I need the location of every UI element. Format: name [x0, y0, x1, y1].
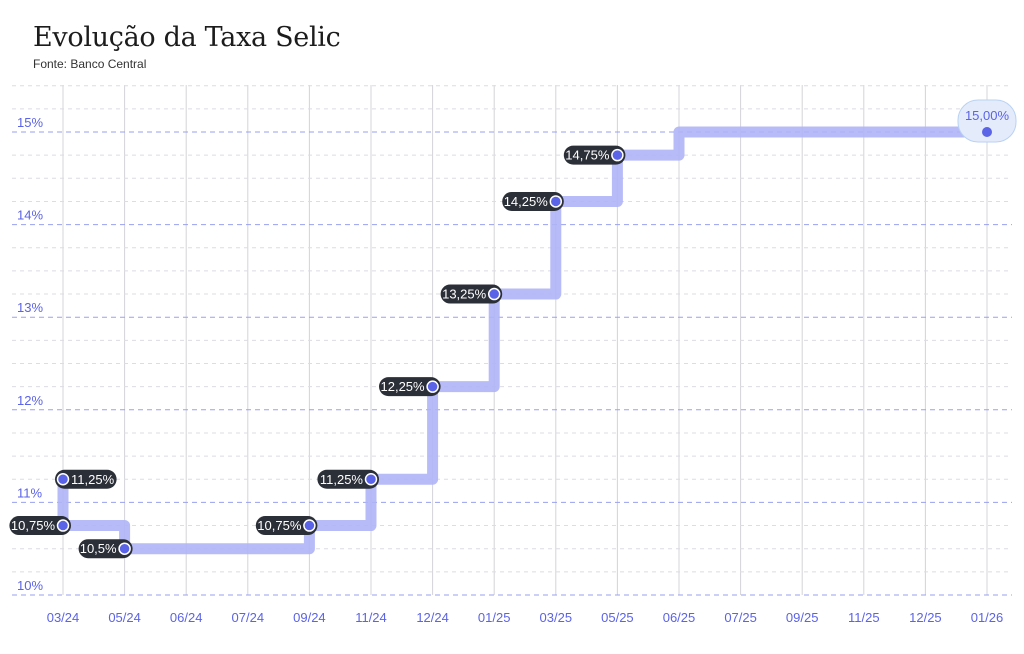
data-label: 11,25%: [71, 472, 115, 487]
data-label: 15,00%: [965, 108, 1010, 123]
x-tick-label: 12/25: [909, 610, 942, 625]
y-tick-label: 11%: [17, 485, 42, 500]
x-tick-label: 09/24: [293, 610, 326, 625]
data-point: [364, 473, 378, 486]
x-tick-label: 07/24: [232, 610, 265, 625]
data-point: [118, 542, 131, 555]
data-point: [982, 127, 992, 137]
data-point: [56, 473, 70, 486]
axes: 10% 11% 12% 13% 14% 15% 03/24 05/24 06/24 07/24 09…: [17, 115, 1003, 625]
data-label-bg: [9, 516, 71, 536]
data-label: 14,25%: [504, 194, 549, 209]
data-label: 11,25%: [320, 472, 364, 487]
x-tick-label: 07/25: [724, 610, 757, 625]
data-label-bg: [502, 191, 564, 211]
y-tick-label: 13%: [17, 300, 43, 315]
data-label: 12,25%: [381, 379, 426, 394]
y-tick-label: 15%: [17, 115, 43, 130]
data-label-bg: [55, 469, 117, 489]
data-point: [426, 380, 439, 393]
data-label: 10,75%: [11, 518, 56, 533]
x-tick-label: 03/25: [540, 610, 573, 625]
x-tick-label: 05/24: [108, 610, 141, 625]
data-label-bg: [317, 469, 379, 489]
x-tick-label: 06/25: [663, 610, 696, 625]
x-tick-label: 03/24: [47, 610, 80, 625]
x-tick-label: 09/25: [786, 610, 819, 625]
x-tick-label: 06/24: [170, 610, 203, 625]
chart-title: Evolução da Taxa Selic: [33, 22, 341, 53]
x-tick-label: 01/26: [971, 610, 1004, 625]
data-point: [56, 519, 70, 532]
y-tick-label: 12%: [17, 393, 43, 408]
data-label: 13,25%: [442, 287, 487, 302]
chart-subtitle: Fonte: Banco Central: [33, 57, 147, 71]
x-tick-label: 11/25: [848, 610, 880, 625]
data-label-bg: [78, 539, 133, 559]
data-point: [549, 195, 563, 208]
x-tick-label: 12/24: [416, 610, 449, 625]
data-label: 14,75%: [565, 148, 610, 163]
data-labels: 11,25% 10,75% 10,5% 10,75% 11,25% 12,25% 13,25…: [9, 99, 1017, 559]
x-tick-label: 01/25: [478, 610, 511, 625]
data-label-bg: [379, 377, 441, 397]
y-tick-label: 10%: [17, 578, 43, 593]
x-tick-label: 11/24: [355, 610, 387, 625]
data-label-bg: [563, 145, 626, 165]
data-label-bg: [440, 284, 503, 304]
x-tick-label: 05/25: [601, 610, 634, 625]
data-label-bg: [255, 516, 318, 536]
y-tick-label: 14%: [17, 208, 43, 223]
data-point: [303, 519, 316, 532]
data-label: 10,75%: [257, 518, 302, 533]
data-point: [487, 287, 501, 301]
data-point: [611, 148, 624, 162]
data-label: 10,5%: [80, 541, 117, 556]
last-point-bubble: [957, 99, 1017, 143]
grid: [12, 85, 1012, 596]
